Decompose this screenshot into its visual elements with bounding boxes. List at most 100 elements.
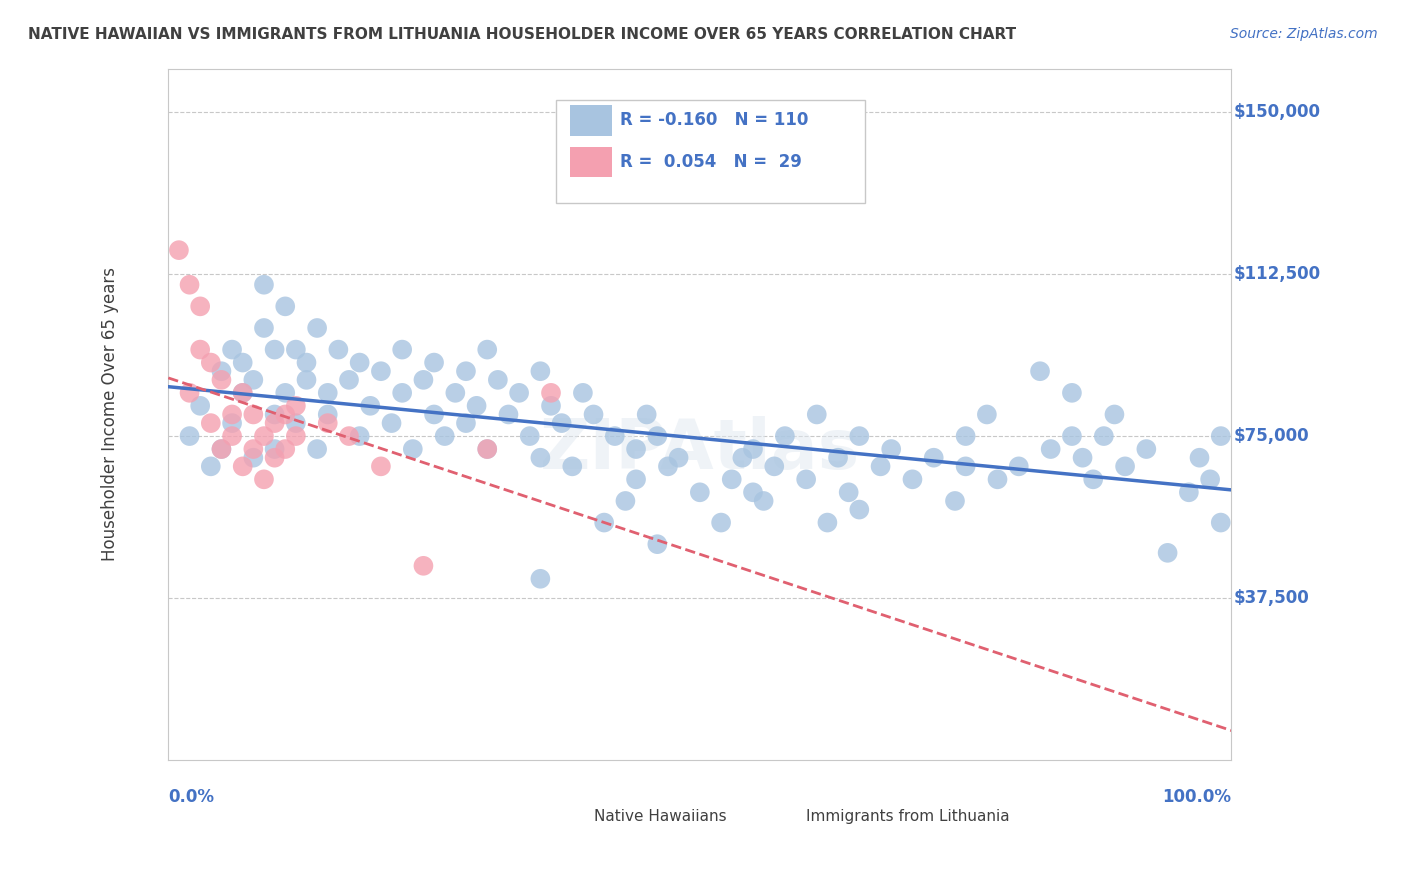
Point <box>423 408 446 422</box>
Point <box>263 442 285 456</box>
Point <box>242 408 264 422</box>
Point <box>274 299 297 313</box>
Point <box>720 472 742 486</box>
Point <box>307 442 329 456</box>
Point <box>815 516 838 530</box>
Point <box>986 472 1008 486</box>
Point <box>519 429 541 443</box>
Point <box>316 385 339 400</box>
Point <box>274 442 297 456</box>
Point <box>742 485 765 500</box>
Point <box>901 472 924 486</box>
Point <box>752 494 775 508</box>
Point <box>328 343 350 357</box>
Point <box>529 364 551 378</box>
Point <box>1060 429 1083 443</box>
Point <box>1188 450 1211 465</box>
FancyBboxPatch shape <box>557 100 865 203</box>
Point <box>869 459 891 474</box>
Point <box>1135 442 1157 456</box>
Point <box>955 429 977 443</box>
Point <box>349 355 371 369</box>
Point <box>508 385 530 400</box>
Text: Immigrants from Lithuania: Immigrants from Lithuania <box>806 809 1010 824</box>
Point <box>1060 385 1083 400</box>
Point <box>211 442 233 456</box>
Point <box>200 355 222 369</box>
Point <box>572 385 595 400</box>
Point <box>773 429 796 443</box>
Point <box>200 459 222 474</box>
Point <box>232 355 254 369</box>
Point <box>263 450 285 465</box>
Point <box>647 537 669 551</box>
Point <box>561 459 583 474</box>
Point <box>284 399 307 413</box>
Point <box>624 472 647 486</box>
Text: $112,500: $112,500 <box>1233 265 1320 283</box>
Point <box>232 459 254 474</box>
Point <box>647 429 669 443</box>
Point <box>337 373 360 387</box>
Point <box>253 277 276 292</box>
Point <box>593 516 616 530</box>
Point <box>274 385 297 400</box>
Point <box>337 429 360 443</box>
Point <box>1209 516 1232 530</box>
Point <box>1209 429 1232 443</box>
Point <box>433 429 456 443</box>
Point <box>349 429 371 443</box>
Point <box>550 416 572 430</box>
Point <box>412 558 434 573</box>
Point <box>540 399 562 413</box>
Point <box>1178 485 1201 500</box>
Point <box>529 450 551 465</box>
Point <box>582 408 605 422</box>
Point <box>848 429 870 443</box>
Point <box>179 429 201 443</box>
Point <box>477 442 499 456</box>
Point <box>955 459 977 474</box>
Point <box>1083 472 1105 486</box>
Point <box>316 408 339 422</box>
Text: $150,000: $150,000 <box>1233 103 1320 120</box>
Point <box>263 408 285 422</box>
Point <box>359 399 381 413</box>
Point <box>529 572 551 586</box>
Point <box>1156 546 1178 560</box>
Point <box>880 442 903 456</box>
Point <box>211 364 233 378</box>
Point <box>284 429 307 443</box>
Point <box>253 472 276 486</box>
Point <box>200 416 222 430</box>
Point <box>263 416 285 430</box>
Point <box>838 485 860 500</box>
Point <box>477 442 499 456</box>
Point <box>1199 472 1222 486</box>
Point <box>486 373 509 387</box>
Point <box>668 450 690 465</box>
FancyBboxPatch shape <box>756 790 787 814</box>
Point <box>402 442 425 456</box>
Point <box>295 355 318 369</box>
Point <box>370 459 392 474</box>
Point <box>188 299 211 313</box>
Point <box>167 243 190 257</box>
Point <box>710 516 733 530</box>
Point <box>232 385 254 400</box>
Point <box>188 343 211 357</box>
FancyBboxPatch shape <box>544 790 575 814</box>
Point <box>253 429 276 443</box>
Point <box>263 343 285 357</box>
Point <box>498 408 520 422</box>
Text: R = -0.160   N = 110: R = -0.160 N = 110 <box>620 112 808 129</box>
Point <box>1092 429 1115 443</box>
Point <box>284 416 307 430</box>
Point <box>1104 408 1126 422</box>
FancyBboxPatch shape <box>571 146 612 178</box>
Text: R =  0.054   N =  29: R = 0.054 N = 29 <box>620 153 801 171</box>
Text: ZIPAtlas: ZIPAtlas <box>540 416 860 483</box>
Point <box>380 416 402 430</box>
Point <box>444 385 467 400</box>
Point <box>1029 364 1052 378</box>
